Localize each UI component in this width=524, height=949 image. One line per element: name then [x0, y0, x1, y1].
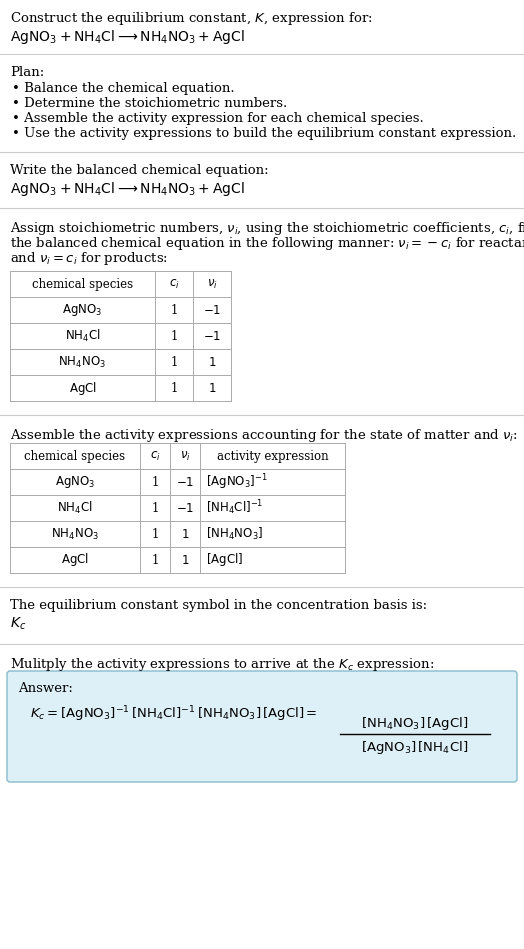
- Text: $\mathrm{AgNO_3}$: $\mathrm{AgNO_3}$: [62, 302, 103, 318]
- Text: activity expression: activity expression: [217, 450, 329, 462]
- Text: $[\mathrm{NH_4Cl}]^{-1}$: $[\mathrm{NH_4Cl}]^{-1}$: [206, 498, 264, 517]
- Text: $c_i$: $c_i$: [150, 450, 160, 462]
- Text: 1: 1: [151, 528, 159, 541]
- Text: $\mathrm{AgNO_3 + NH_4Cl \longrightarrow NH_4NO_3 + AgCl}$: $\mathrm{AgNO_3 + NH_4Cl \longrightarrow…: [10, 180, 245, 198]
- Text: chemical species: chemical species: [32, 277, 133, 290]
- Text: Construct the equilibrium constant, $K$, expression for:: Construct the equilibrium constant, $K$,…: [10, 10, 373, 27]
- Text: $1$: $1$: [208, 381, 216, 395]
- Text: chemical species: chemical species: [25, 450, 126, 462]
- FancyBboxPatch shape: [7, 671, 517, 782]
- Text: $-1$: $-1$: [203, 329, 221, 343]
- Text: $-1$: $-1$: [176, 475, 194, 489]
- Text: $K_c = [\mathrm{AgNO_3}]^{-1}\,[\mathrm{NH_4Cl}]^{-1}\,[\mathrm{NH_4NO_3}]\,[\ma: $K_c = [\mathrm{AgNO_3}]^{-1}\,[\mathrm{…: [30, 704, 318, 723]
- Text: $1$: $1$: [181, 553, 189, 567]
- Text: 1: 1: [151, 475, 159, 489]
- Text: $-1$: $-1$: [203, 304, 221, 317]
- Text: • Use the activity expressions to build the equilibrium constant expression.: • Use the activity expressions to build …: [12, 127, 516, 140]
- Text: $\mathrm{NH_4NO_3}$: $\mathrm{NH_4NO_3}$: [51, 527, 99, 542]
- Text: $[\mathrm{NH_4NO_3}]\,[\mathrm{AgCl}]$: $[\mathrm{NH_4NO_3}]\,[\mathrm{AgCl}]$: [362, 715, 468, 732]
- Text: Assign stoichiometric numbers, $\nu_i$, using the stoichiometric coefficients, $: Assign stoichiometric numbers, $\nu_i$, …: [10, 220, 524, 237]
- Text: 1: 1: [170, 304, 178, 317]
- Text: $\nu_i$: $\nu_i$: [180, 450, 190, 462]
- Text: Mulitply the activity expressions to arrive at the $K_c$ expression:: Mulitply the activity expressions to arr…: [10, 656, 434, 673]
- Text: $[\mathrm{AgCl}]$: $[\mathrm{AgCl}]$: [206, 551, 243, 568]
- Text: 1: 1: [151, 553, 159, 567]
- Text: $\mathrm{NH_4Cl}$: $\mathrm{NH_4Cl}$: [64, 328, 101, 344]
- Text: and $\nu_i = c_i$ for products:: and $\nu_i = c_i$ for products:: [10, 250, 168, 267]
- Text: 1: 1: [170, 329, 178, 343]
- Text: $K_c$: $K_c$: [10, 616, 26, 632]
- Text: $[\mathrm{AgNO_3}]\,[\mathrm{NH_4Cl}]$: $[\mathrm{AgNO_3}]\,[\mathrm{NH_4Cl}]$: [362, 738, 468, 755]
- Text: 1: 1: [170, 381, 178, 395]
- Text: $[\mathrm{NH_4NO_3}]$: $[\mathrm{NH_4NO_3}]$: [206, 526, 263, 542]
- Text: The equilibrium constant symbol in the concentration basis is:: The equilibrium constant symbol in the c…: [10, 599, 427, 612]
- Text: $-1$: $-1$: [176, 501, 194, 514]
- Text: Assemble the activity expressions accounting for the state of matter and $\nu_i$: Assemble the activity expressions accoun…: [10, 427, 518, 444]
- Text: $\mathrm{AgCl}$: $\mathrm{AgCl}$: [69, 380, 96, 397]
- Text: • Balance the chemical equation.: • Balance the chemical equation.: [12, 82, 235, 95]
- Text: $1$: $1$: [181, 528, 189, 541]
- Text: • Determine the stoichiometric numbers.: • Determine the stoichiometric numbers.: [12, 97, 287, 110]
- Text: the balanced chemical equation in the following manner: $\nu_i = -c_i$ for react: the balanced chemical equation in the fo…: [10, 235, 524, 252]
- Text: $c_i$: $c_i$: [169, 277, 179, 290]
- Text: $\nu_i$: $\nu_i$: [206, 277, 217, 290]
- Text: $\mathrm{AgNO_3 + NH_4Cl \longrightarrow NH_4NO_3 + AgCl}$: $\mathrm{AgNO_3 + NH_4Cl \longrightarrow…: [10, 28, 245, 46]
- Text: $1$: $1$: [208, 356, 216, 368]
- Text: Answer:: Answer:: [18, 682, 73, 695]
- Text: 1: 1: [170, 356, 178, 368]
- Text: Write the balanced chemical equation:: Write the balanced chemical equation:: [10, 164, 269, 177]
- Text: $\mathrm{AgNO_3}$: $\mathrm{AgNO_3}$: [55, 474, 95, 490]
- Text: Plan:: Plan:: [10, 66, 44, 79]
- Text: $\mathrm{AgCl}$: $\mathrm{AgCl}$: [61, 551, 89, 568]
- Text: 1: 1: [151, 501, 159, 514]
- Text: • Assemble the activity expression for each chemical species.: • Assemble the activity expression for e…: [12, 112, 424, 125]
- Text: $\mathrm{NH_4NO_3}$: $\mathrm{NH_4NO_3}$: [59, 354, 106, 369]
- Text: $[\mathrm{AgNO_3}]^{-1}$: $[\mathrm{AgNO_3}]^{-1}$: [206, 473, 268, 492]
- Text: $\mathrm{NH_4Cl}$: $\mathrm{NH_4Cl}$: [57, 500, 93, 516]
